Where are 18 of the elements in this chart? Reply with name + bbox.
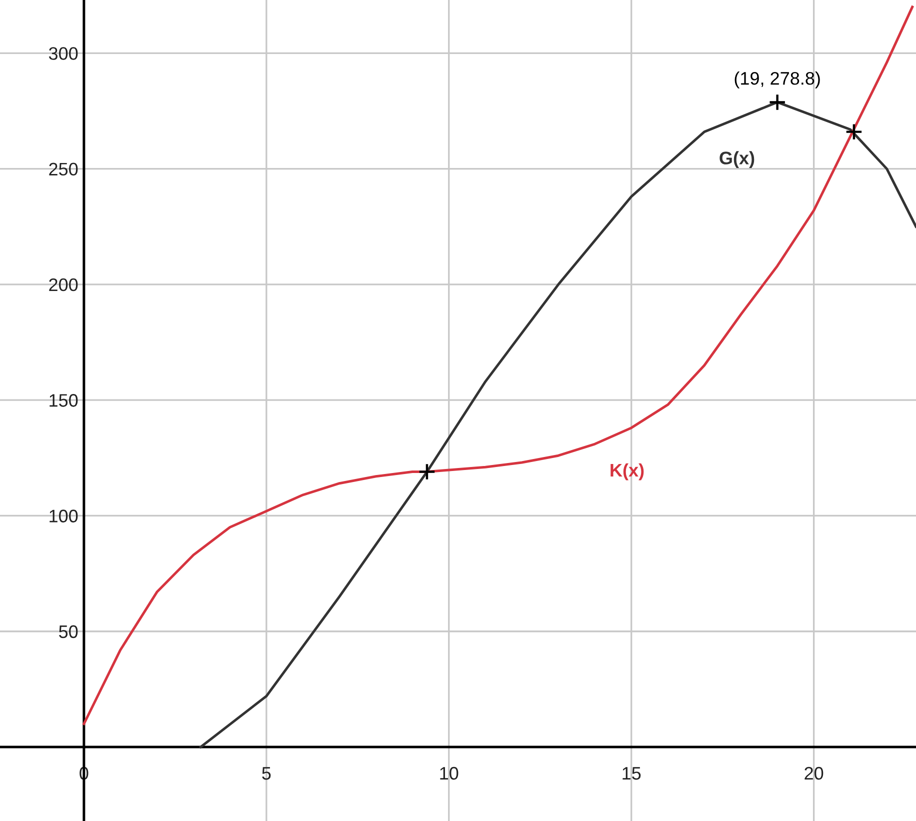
y-tick-label: 100 [50,510,78,522]
x-tick-label: 20 [804,766,824,780]
annotation: (19, 278.8) [734,72,820,88]
point [768,94,786,111]
y-tick-label: 200 [49,278,78,292]
line-series [199,100,916,748]
y-tick-label: 300 [48,47,78,60]
x-tick-label: 5 [262,767,271,780]
x-tick-label: 10 [440,766,458,780]
x-tick-label: 15 [622,767,641,780]
line-series [82,6,914,726]
series-label: G(x) [720,151,754,168]
y-tick-label: 250 [49,162,78,176]
point [418,463,436,481]
y-tick-label: 50 [59,625,78,638]
series-label: K(x) [610,463,644,480]
point [845,123,863,141]
y-tick-label: 150 [50,394,78,407]
